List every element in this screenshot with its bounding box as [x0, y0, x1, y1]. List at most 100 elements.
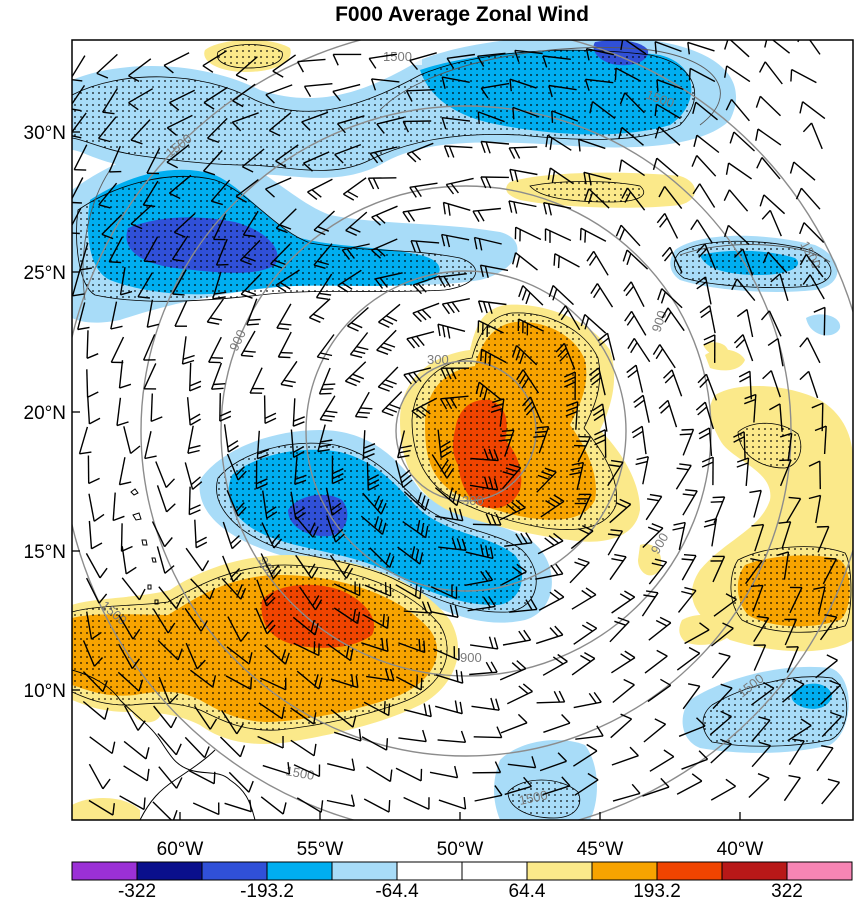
wind-barb	[194, 705, 211, 730]
wind-barb-feather	[352, 715, 357, 728]
wind-barb-feather	[424, 498, 430, 511]
wind-barb	[296, 670, 320, 690]
wind-barb	[184, 736, 206, 759]
wind-barb-feather	[256, 478, 268, 485]
wind-barb-feather	[337, 284, 349, 293]
wind-barb-feather	[697, 373, 707, 384]
wind-barb	[337, 115, 365, 125]
wind-barb	[304, 83, 333, 87]
wind-barb-feather	[442, 202, 446, 215]
wind-barb-feather	[132, 628, 141, 640]
wind-barb-feather	[725, 99, 733, 111]
wind-barb	[709, 305, 716, 334]
wind-barb-feather	[548, 85, 553, 98]
wind-barb-feather	[627, 338, 635, 349]
wind-barb-feather	[484, 351, 487, 364]
wind-barb-feather	[378, 386, 390, 392]
wind-barb-feather	[561, 776, 571, 787]
wind-barb-feather	[635, 460, 648, 466]
wind-barb-feather	[485, 661, 493, 673]
wind-barb	[130, 119, 151, 141]
wind-barb-feather	[630, 342, 638, 354]
wind-barb-feather	[570, 466, 583, 471]
wind-barb	[444, 145, 473, 149]
wind-barb	[542, 55, 571, 60]
wind-barb	[635, 365, 644, 393]
wind-barb	[102, 88, 118, 113]
wind-barb-feather	[619, 498, 631, 505]
wind-barb-feather	[342, 563, 351, 575]
lat-label-25n: 25°N	[24, 263, 66, 284]
wind-barb-feather	[444, 398, 453, 410]
wind-barb-feather	[350, 322, 363, 329]
wind-barb-feather	[303, 85, 312, 98]
wind-barb-feather	[116, 421, 129, 427]
wind-barb-feather	[557, 752, 568, 762]
wind-barb-feather	[488, 477, 494, 490]
wind-barb	[232, 112, 259, 123]
wind-barb-feather	[558, 305, 567, 316]
wind-barb	[255, 607, 268, 635]
wind-barb-feather	[119, 383, 132, 389]
wind-barb	[144, 431, 152, 459]
wind-barb-feather	[733, 248, 744, 258]
wind-barb-feather	[417, 282, 427, 293]
wind-barb-feather	[334, 154, 344, 164]
wind-barb-feather	[588, 173, 592, 186]
wind-barb-feather	[663, 369, 673, 379]
wind-barb-feather	[388, 800, 391, 813]
coastline-island-2	[132, 512, 142, 521]
wind-barb	[152, 801, 173, 820]
wind-barb	[753, 490, 762, 518]
wind-barb	[79, 242, 89, 270]
wind-barb	[742, 334, 754, 362]
wind-barb-feather	[733, 436, 745, 443]
wind-barb	[409, 182, 438, 188]
wind-barb	[210, 362, 223, 390]
wind-barb-feather	[555, 563, 564, 575]
wind-barb	[153, 705, 172, 729]
wind-barb-feather	[335, 533, 345, 543]
wind-barb-feather	[552, 288, 558, 301]
wind-barb-feather	[72, 108, 81, 112]
wind-barb	[536, 701, 565, 704]
wind-barb	[808, 40, 821, 55]
wind-barb-feather	[303, 162, 313, 172]
wind-barb-feather	[374, 151, 384, 163]
wind-barb-feather	[808, 494, 821, 500]
wind-barb	[260, 677, 286, 691]
wind-barb-feather	[332, 478, 344, 485]
wind-barb-feather	[521, 396, 532, 407]
wind-barb-feather	[553, 532, 564, 542]
wind-barb-feather	[279, 224, 292, 230]
wind-barb-feather	[480, 176, 487, 189]
wind-barb-feather	[319, 444, 332, 448]
wind-barb	[750, 687, 775, 706]
wind-barb-feather	[386, 616, 390, 629]
wind-barb-feather	[739, 375, 751, 383]
wind-barb	[143, 236, 159, 262]
wind-barb	[275, 208, 297, 229]
wind-barb	[480, 264, 509, 272]
wind-barb	[538, 596, 565, 611]
wind-barb-feather	[679, 433, 692, 436]
wind-barb-feather	[614, 553, 627, 558]
wind-barb-feather	[169, 102, 180, 111]
wind-barb	[696, 219, 713, 244]
wind-barb	[687, 41, 715, 52]
wind-barb-feather	[446, 326, 451, 339]
wind-barb-feather	[738, 370, 751, 378]
wind-barb-feather	[733, 334, 744, 344]
wind-barb-feather	[264, 592, 274, 602]
wind-barb-feather	[382, 613, 385, 626]
wind-barb-feather	[530, 598, 538, 610]
wind-barb	[360, 515, 383, 535]
wind-barb	[529, 396, 543, 423]
wind-barb-feather	[646, 498, 660, 502]
wind-barb-feather	[483, 596, 491, 608]
wind-barb	[575, 735, 604, 740]
wind-barb	[381, 391, 403, 412]
wind-barb	[753, 617, 770, 643]
wind-barb	[502, 639, 531, 646]
wind-barb-feather	[643, 594, 656, 598]
